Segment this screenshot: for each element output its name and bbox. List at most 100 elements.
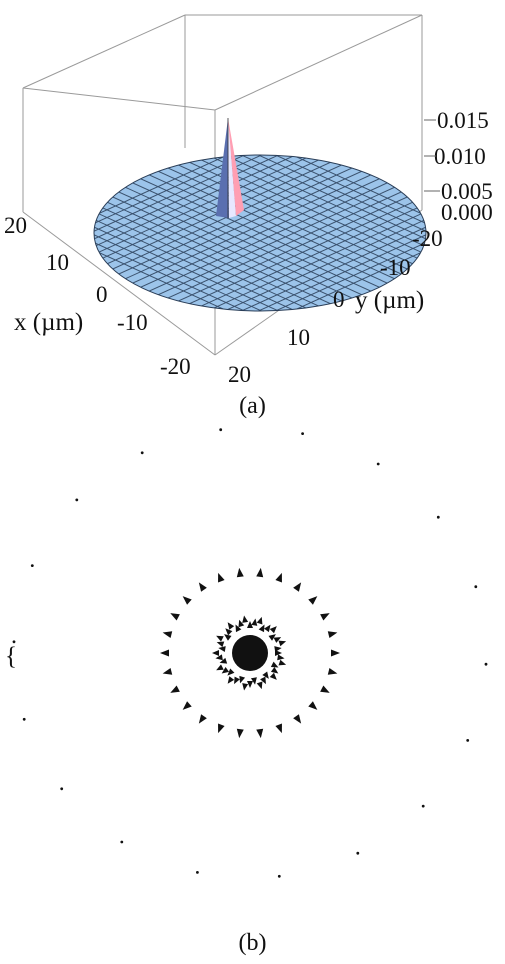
mesh-line: [158, 155, 426, 311]
core-arrowhead: [216, 664, 224, 671]
mesh-line: [94, 155, 396, 311]
mesh-line: [243, 155, 426, 311]
core-arrowhead: [270, 667, 279, 674]
mesh-line: [94, 155, 362, 311]
core-arrowhead: [242, 615, 249, 623]
figure-panel-a: 0.015 0.010 0.005 0.000 -20 -10 0 10 20 …: [0, 0, 505, 395]
figure-panel-b: {: [0, 420, 505, 930]
core-arrowhead: [277, 654, 285, 661]
core-arrowhead: [216, 635, 224, 642]
peak-face-left: [216, 118, 229, 218]
central-blob: [232, 635, 268, 671]
core-arrowhead: [215, 654, 223, 661]
core-arrowhead: [234, 676, 240, 685]
y-tick-label: 0: [333, 287, 345, 312]
outer-point: [484, 662, 488, 666]
surface-plot: 0.015 0.010 0.005 0.000 -20 -10 0 10 20 …: [4, 14, 493, 387]
mesh-line: [209, 155, 426, 311]
ring-arrowhead: [308, 596, 318, 605]
mesh-line: [124, 155, 426, 311]
core-arrowhead: [256, 681, 263, 690]
ring-arrowhead: [236, 567, 244, 578]
y-axis-ticks: -20 -10 0 10 20 y (µm): [228, 226, 443, 387]
ring-arrowhead: [320, 613, 330, 621]
core-arrowhead: [274, 646, 282, 653]
y-axis-title: y (µm): [355, 287, 424, 314]
y-tick-label: 20: [228, 362, 251, 387]
ring-arrowhead: [170, 685, 180, 693]
ring-arrowhead: [308, 701, 318, 710]
outer-point: [12, 640, 16, 644]
ring-arrowhead: [327, 667, 338, 675]
x-tick-label: 0: [96, 282, 108, 307]
ring-arrowhead: [256, 728, 264, 739]
x-tick-label: 20: [4, 213, 27, 238]
y-tick-label: 10: [287, 325, 310, 350]
z-tick-label: 0.005: [441, 179, 493, 204]
z-tick-label: 0.015: [437, 108, 489, 133]
ring-arrowhead: [293, 582, 302, 592]
mesh-line: [94, 155, 277, 311]
mesh-line: [94, 155, 413, 311]
outer-point: [60, 787, 64, 791]
ring-arrowhead: [236, 728, 244, 739]
core-arrowhead: [219, 657, 228, 664]
ring-arrowhead: [256, 567, 264, 578]
y-tick-label: -20: [412, 226, 443, 251]
core-arrowhead: [269, 672, 277, 680]
core-arrowhead: [269, 626, 277, 634]
core-arrowhead: [227, 622, 235, 630]
core-arrowhead: [218, 646, 226, 653]
outer-point: [376, 462, 380, 466]
mesh-line: [209, 155, 426, 311]
ring-arrowhead: [293, 714, 302, 724]
ring-arrowhead: [275, 572, 282, 583]
mesh-line: [226, 155, 426, 311]
box-edge: [22, 14, 186, 89]
core-arrowhead: [258, 624, 265, 633]
ring-arrowhead: [198, 582, 207, 592]
core-arrowhead: [278, 640, 287, 647]
core-arrowhead: [251, 618, 258, 626]
mesh-line: [243, 155, 426, 311]
z-tick-label: 0.010: [434, 144, 486, 169]
ring-arrowhead: [160, 649, 169, 657]
ring-arrowhead: [170, 613, 180, 621]
central-cluster: [212, 615, 287, 691]
mesh-line: [107, 155, 426, 311]
left-brace: {: [5, 643, 17, 670]
outer-point: [30, 564, 34, 567]
x-tick-label: 10: [46, 250, 69, 275]
outer-point: [140, 451, 144, 455]
core-arrowhead: [247, 621, 253, 628]
mesh-line: [226, 155, 426, 311]
mesh-line: [94, 155, 345, 311]
mesh-line: [141, 155, 426, 311]
core-arrowhead: [216, 641, 225, 648]
outer-point: [196, 871, 199, 874]
outer-point: [436, 515, 440, 519]
ring-arrowhead: [198, 714, 207, 724]
ring-arrowhead: [218, 723, 225, 734]
x-tick-label: -10: [117, 310, 148, 335]
ring-arrowhead: [331, 649, 340, 657]
mesh-line: [94, 155, 311, 311]
outer-point: [277, 874, 281, 878]
z-axis-ticks: 0.015 0.010 0.005 0.000: [424, 108, 493, 225]
mesh-line: [94, 155, 294, 311]
mesh-line: [94, 155, 294, 311]
core-arrowhead: [275, 650, 282, 656]
outer-point: [219, 428, 223, 432]
mesh-line: [175, 155, 426, 311]
core-arrowhead: [260, 676, 266, 685]
core-arrowhead: [225, 628, 233, 636]
core-arrowhead: [224, 634, 232, 641]
ring-arrowhead: [327, 631, 338, 639]
ring-arrowhead: [275, 723, 282, 734]
core-arrowhead: [273, 637, 282, 643]
surface-mesh: [94, 155, 426, 311]
surface-peak: [216, 118, 244, 218]
peak-face-right: [228, 118, 244, 216]
core-arrowhead: [227, 676, 235, 684]
box-edge: [22, 87, 216, 111]
